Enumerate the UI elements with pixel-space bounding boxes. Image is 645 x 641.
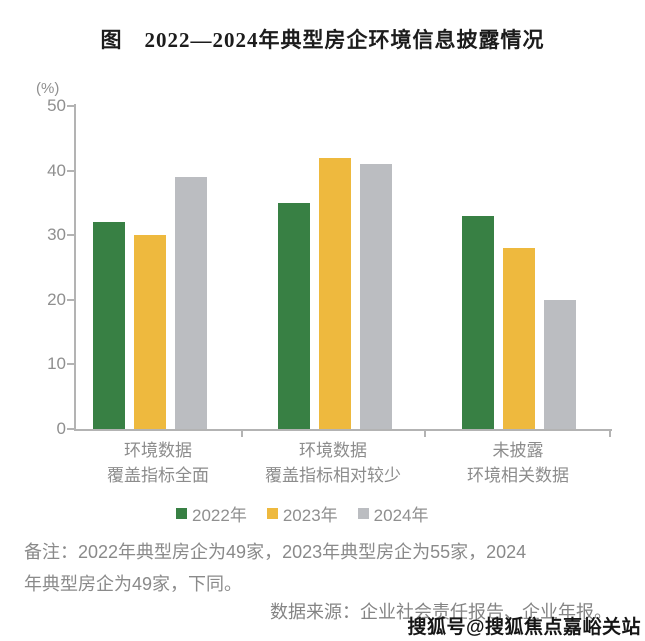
- legend: 2022年 2023年 2024年: [176, 501, 428, 526]
- x-category-label-line: 未披露: [492, 441, 544, 460]
- x-tick-mark-0: [241, 429, 243, 437]
- chart-title: 图 2022—2024年典型房企环境信息披露情况: [100, 28, 545, 52]
- y-tick-mark-10: [67, 363, 75, 365]
- watermark-text: 搜狐号@搜狐焦点嘉峪关站: [407, 617, 641, 638]
- y-tick-mark-0: [67, 428, 75, 430]
- legend-swatch-icon: [176, 508, 187, 519]
- y-tick-mark-30: [67, 234, 75, 236]
- legend-item-2023年: 2023年: [266, 501, 338, 526]
- remark-note: 备注：2022年典型房企为49家，2023年典型房企为55家，2024 年典型房…: [24, 536, 526, 600]
- bar-2024年-group1: [175, 177, 207, 429]
- y-axis-line: [74, 104, 76, 431]
- y-tick-mark-20: [67, 299, 75, 301]
- bar-2022年-group3: [462, 216, 494, 429]
- bar-2023年-group1: [134, 235, 166, 429]
- bar-2024年-group2: [360, 164, 392, 429]
- y-tick-mark-40: [67, 170, 75, 172]
- y-tick-label-20: 20: [47, 290, 66, 309]
- legend-label: 2023年: [282, 506, 338, 525]
- bar-2023年-group2: [319, 158, 351, 429]
- bar-2024年-group3: [544, 300, 576, 429]
- x-category-label-2: 环境数据覆盖指标相对较少: [218, 438, 448, 488]
- legend-label: 2024年: [373, 506, 429, 525]
- legend-item-2022年: 2022年: [176, 501, 247, 526]
- legend-label: 2022年: [192, 506, 247, 525]
- x-category-label-line: 覆盖指标全面: [107, 466, 209, 485]
- x-tick-mark-2: [609, 429, 611, 437]
- remark-line: 备注：2022年典型房企为49家，2023年典型房企为55家，2024: [24, 542, 527, 562]
- x-category-label-line: 覆盖指标相对较少: [265, 466, 401, 485]
- legend-swatch-icon: [266, 508, 278, 519]
- x-category-label-3: 未披露 环境相关数据: [403, 438, 633, 488]
- data-source-note: 数据来源：企业社会责任报告、企业年报。: [270, 602, 612, 622]
- legend-item-2024年: 2024年: [357, 501, 429, 526]
- x-category-label-line: 环境数据: [299, 441, 367, 460]
- x-tick-mark-1: [424, 429, 426, 437]
- y-tick-label-30: 30: [47, 225, 66, 244]
- y-tick-label-0: 0: [56, 419, 66, 438]
- bar-2023年-group3: [503, 248, 535, 429]
- y-tick-label-10: 10: [47, 354, 66, 373]
- y-tick-label-40: 40: [47, 161, 66, 180]
- x-axis-line: [74, 429, 612, 431]
- y-tick-mark-50: [67, 105, 75, 107]
- x-category-label-1: 环境数据覆盖指标全面: [43, 438, 273, 488]
- legend-swatch-icon: [357, 508, 369, 519]
- x-category-label-line: 环境相关数据: [467, 466, 569, 485]
- y-tick-label-50: 50: [47, 96, 66, 115]
- bar-2022年-group1: [93, 222, 125, 429]
- y-axis-unit-label: (%): [36, 80, 60, 97]
- bar-2022年-group2: [278, 203, 310, 429]
- remark-line: 年典型房企为49家，下同。: [24, 574, 243, 594]
- x-category-label-line: 环境数据: [124, 441, 192, 460]
